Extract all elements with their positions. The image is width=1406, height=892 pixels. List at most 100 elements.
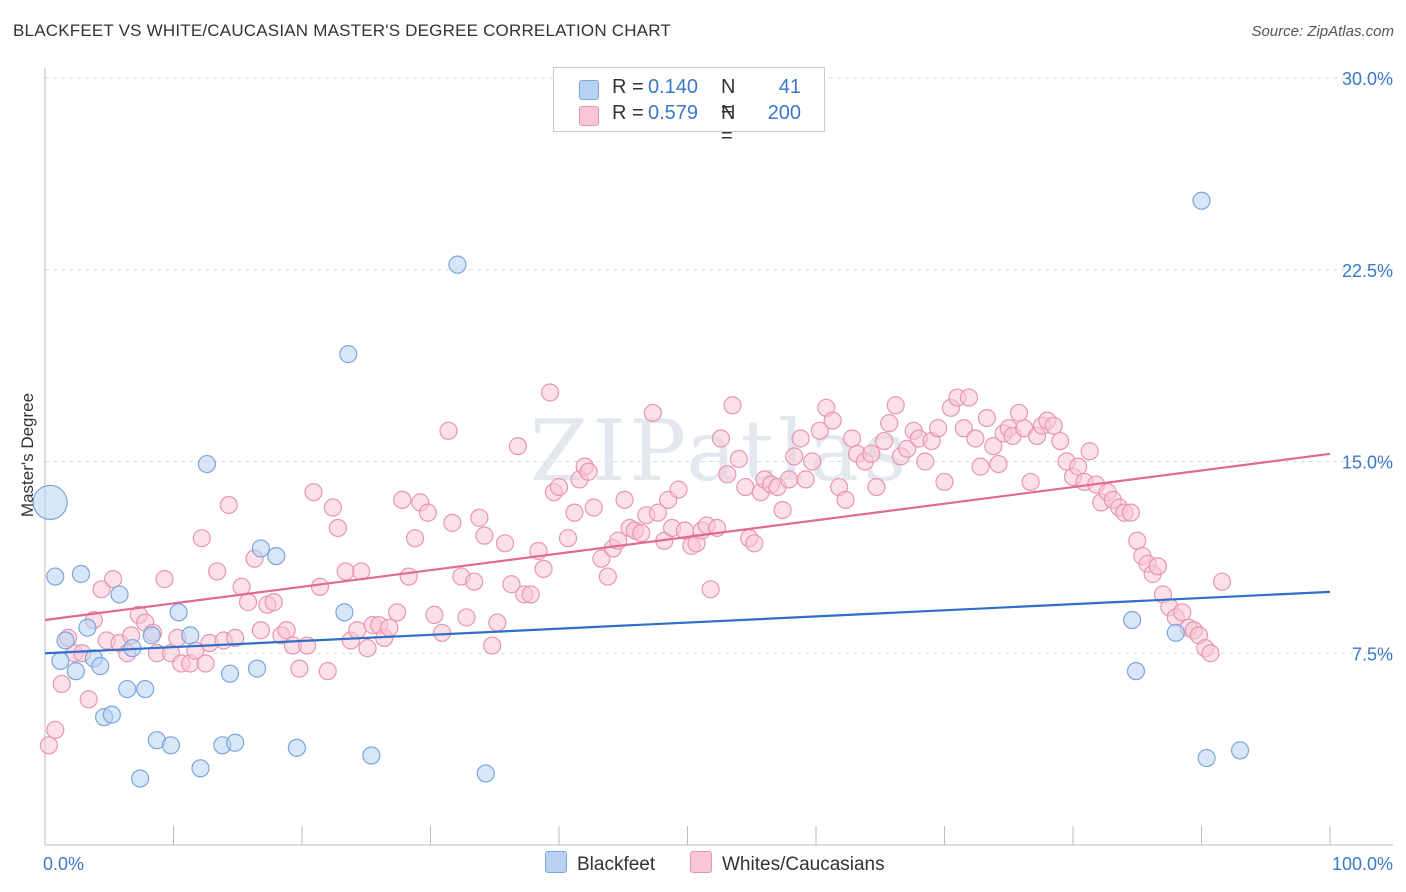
data-point-whites [226, 628, 245, 648]
data-point-whites [916, 452, 935, 471]
data-point-whites [701, 580, 720, 599]
y-tick-label: 22.5% [1342, 261, 1393, 281]
data-point-whites [823, 411, 842, 430]
data-point-whites [1121, 503, 1140, 522]
data-point-whites [39, 736, 58, 755]
x-tick-label: 0.0% [43, 854, 84, 874]
data-point-blackfeet [448, 255, 467, 274]
data-point-whites [457, 608, 476, 627]
data-point-whites [475, 526, 494, 545]
data-point-whites [534, 559, 553, 578]
legend-swatch-pink [690, 851, 712, 873]
series-legend: Blackfeet Whites/Caucasians [0, 851, 1406, 877]
data-point-blackfeet [169, 603, 188, 622]
data-point-whites [723, 396, 742, 415]
data-point-whites [79, 690, 98, 709]
data-point-blackfeet [191, 759, 210, 778]
data-point-whites [46, 720, 65, 740]
data-point-whites [796, 470, 815, 489]
axes [44, 68, 1393, 846]
data-point-blackfeet [32, 484, 68, 521]
y-tick-label: 15.0% [1342, 453, 1393, 473]
data-point-whites [898, 439, 917, 458]
legend-label-blackfeet: Blackfeet [577, 854, 656, 875]
trend-line-whites [44, 452, 1331, 622]
legend-swatch-blue [579, 80, 599, 100]
data-point-whites [615, 490, 634, 509]
legend-r-value: 0.140 [648, 76, 699, 98]
data-point-whites [399, 567, 418, 586]
data-point-whites [579, 462, 598, 481]
data-point-blackfeet [91, 656, 110, 676]
data-point-whites [358, 639, 377, 658]
data-point-whites [592, 549, 611, 568]
data-point-whites [418, 503, 438, 522]
data-point-blackfeet [1192, 191, 1211, 210]
legend-item-whites[interactable]: Whites/Caucasians [690, 851, 885, 877]
data-point-blackfeet [142, 626, 161, 645]
data-point-blackfeet [46, 567, 65, 586]
data-point-whites [836, 490, 855, 509]
data-point-blackfeet [78, 618, 97, 637]
legend-n-value: 41 [778, 76, 801, 98]
data-point-blackfeet [181, 626, 200, 645]
data-point-whites [1069, 457, 1088, 476]
data-point-blackfeet [56, 631, 75, 650]
data-point-blackfeet [110, 585, 129, 604]
data-point-blackfeet [161, 736, 181, 755]
data-point-whites [862, 444, 881, 463]
chart-title: BLACKFEET VS WHITE/CAUCASIAN MASTER'S DE… [13, 21, 671, 40]
data-point-blackfeet [66, 662, 85, 681]
data-point-blackfeet [130, 769, 150, 788]
data-point-whites [632, 523, 651, 543]
data-point-whites [745, 534, 764, 553]
data-point-whites [540, 383, 560, 402]
data-point-whites [192, 529, 211, 548]
data-point-whites [643, 403, 662, 423]
legend-swatch-pink [579, 106, 599, 126]
data-point-whites [264, 593, 283, 612]
data-point-whites [238, 593, 258, 612]
data-point-whites [348, 621, 367, 640]
data-point-whites [935, 472, 954, 492]
data-point-blackfeet [226, 733, 245, 752]
data-point-whites [803, 452, 822, 471]
data-point-whites [1021, 472, 1040, 492]
data-point-whites [508, 437, 527, 456]
data-point-blackfeet [362, 746, 381, 765]
data-point-blackfeet [251, 539, 270, 558]
data-point-whites [208, 562, 227, 581]
data-point-whites [810, 421, 829, 440]
data-point-whites [380, 618, 399, 637]
data-point-whites [196, 654, 215, 673]
data-point-whites [318, 662, 337, 681]
data-point-whites [323, 498, 342, 517]
data-point-whites [443, 513, 462, 532]
data-point-whites [1009, 403, 1029, 423]
data-point-whites [729, 449, 749, 469]
data-point-blackfeet [335, 603, 354, 622]
data-point-whites [1212, 572, 1232, 591]
data-point-whites [598, 567, 617, 586]
data-point-whites [393, 490, 412, 509]
data-point-blackfeet [1123, 610, 1142, 630]
data-point-blackfeet [339, 345, 358, 364]
data-point-whites [92, 580, 111, 599]
grid [45, 77, 1393, 654]
legend-item-blackfeet[interactable]: Blackfeet [545, 851, 655, 877]
data-point-whites [465, 572, 484, 591]
data-point-blackfeet [71, 564, 91, 584]
data-point-whites [565, 503, 584, 522]
data-point-whites [785, 447, 804, 466]
data-point-whites [328, 518, 348, 538]
data-point-whites [277, 621, 296, 640]
data-point-blackfeet [267, 546, 286, 566]
x-tick-label: 100.0% [1332, 854, 1393, 874]
data-point-whites [1173, 603, 1192, 622]
data-point-whites [470, 508, 489, 527]
data-point-whites [1128, 531, 1147, 550]
data-point-whites [52, 674, 71, 694]
data-point-whites [669, 480, 688, 499]
data-point-whites [842, 429, 862, 448]
data-point-blackfeet [247, 659, 267, 678]
